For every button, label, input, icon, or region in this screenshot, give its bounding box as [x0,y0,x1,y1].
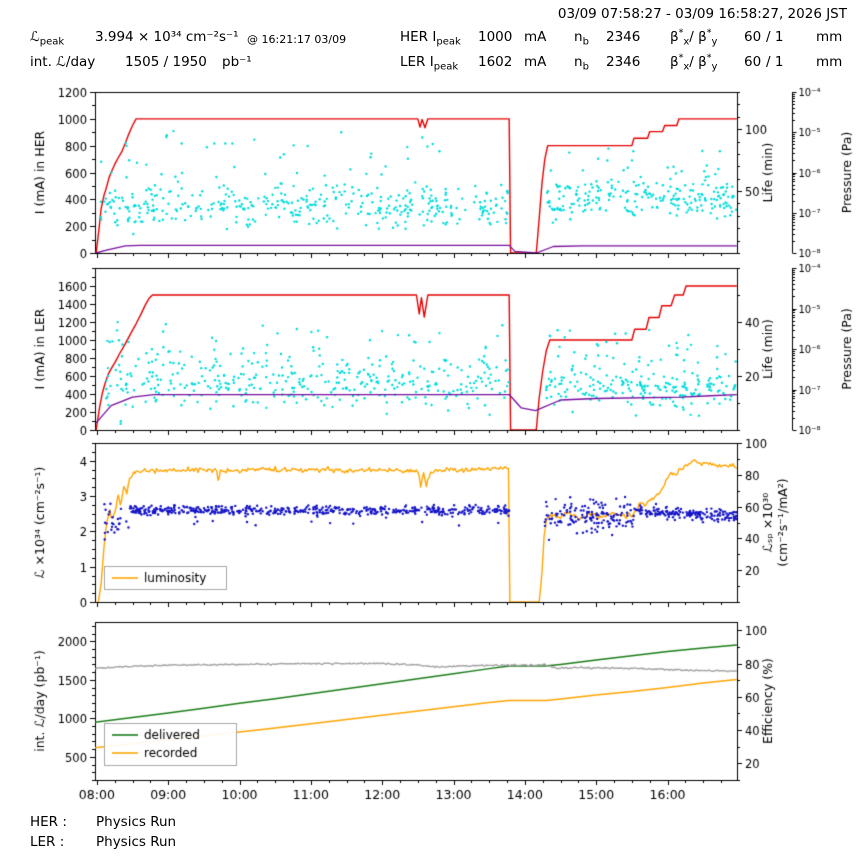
ler-beta-value: 60 [744,54,762,70]
her-status-label: HER : [30,814,67,830]
ler-beta-unit: mm [816,54,843,70]
her-bunches-label: nb [574,29,589,48]
beta-star: * [706,52,712,64]
her-beta-value: 60 [744,29,762,45]
integrated-luminosity-label: int. ℒ/day [30,54,96,70]
ler-status-value: Physics Run [96,834,177,850]
beta-symbol: β [698,54,707,70]
her-status-value: Physics Run [96,814,177,830]
peak-luminosity-time: @ 16:21:17 03/09 [247,33,347,46]
ler-bunches-label: nb [574,54,589,73]
beta-y-subscript: y [711,36,718,48]
ler-bunches-value: 2346 [606,54,641,70]
beta-slash: / [689,29,699,45]
nb-symbol: n [574,54,583,70]
beta-slash: / [689,54,699,70]
nb-symbol: n [574,29,583,45]
her-ipeak-subscript: peak [436,36,461,48]
peak-luminosity-label: ℒpeak [30,29,65,48]
script-l-symbol: ℒ [30,29,40,45]
ler-beta-label: β*x/ β*y [670,52,718,73]
integrated-luminosity-unit: pb⁻¹ [222,54,252,70]
nb-subscript: b [582,61,589,73]
nb-subscript: b [582,36,589,48]
beta-x-subscript: x [683,61,690,73]
her-beta-ratio: / 1 [766,29,784,45]
her-ipeak-text: HER I [400,29,437,45]
date-range: 03/09 07:58:27 - 03/09 16:58:27, 2026 JS… [557,6,847,22]
her-bunches-value: 2346 [606,29,641,45]
her-peak-current-value: 1000 [478,29,513,45]
ler-ipeak-text: LER I [400,54,434,70]
beta-symbol: β [670,54,679,70]
beta-star: * [706,27,712,39]
beta-y-subscript: y [711,61,718,73]
ler-peak-current-label: LER Ipeak [400,54,459,73]
beta-star: * [678,52,684,64]
ler-ipeak-subscript: peak [433,61,459,73]
ler-peak-current-value: 1602 [478,54,513,70]
beta-symbol: β [670,29,679,45]
ler-current-unit: mA [524,54,547,70]
her-beta-unit: mm [816,29,843,45]
beta-star: * [678,27,684,39]
ler-status-label: LER : [30,834,65,850]
integrated-luminosity-value: 1505 / 1950 [125,54,207,70]
her-peak-current-label: HER Ipeak [400,29,461,48]
her-current-unit: mA [524,29,547,45]
her-beta-label: β*x/ β*y [670,27,718,48]
peak-luminosity-value: 3.994 × 10³⁴ cm⁻²s⁻¹ [95,29,239,45]
beta-symbol: β [698,29,707,45]
peak-subscript: peak [39,36,65,48]
ler-beta-ratio: / 1 [766,54,784,70]
beta-x-subscript: x [683,36,690,48]
